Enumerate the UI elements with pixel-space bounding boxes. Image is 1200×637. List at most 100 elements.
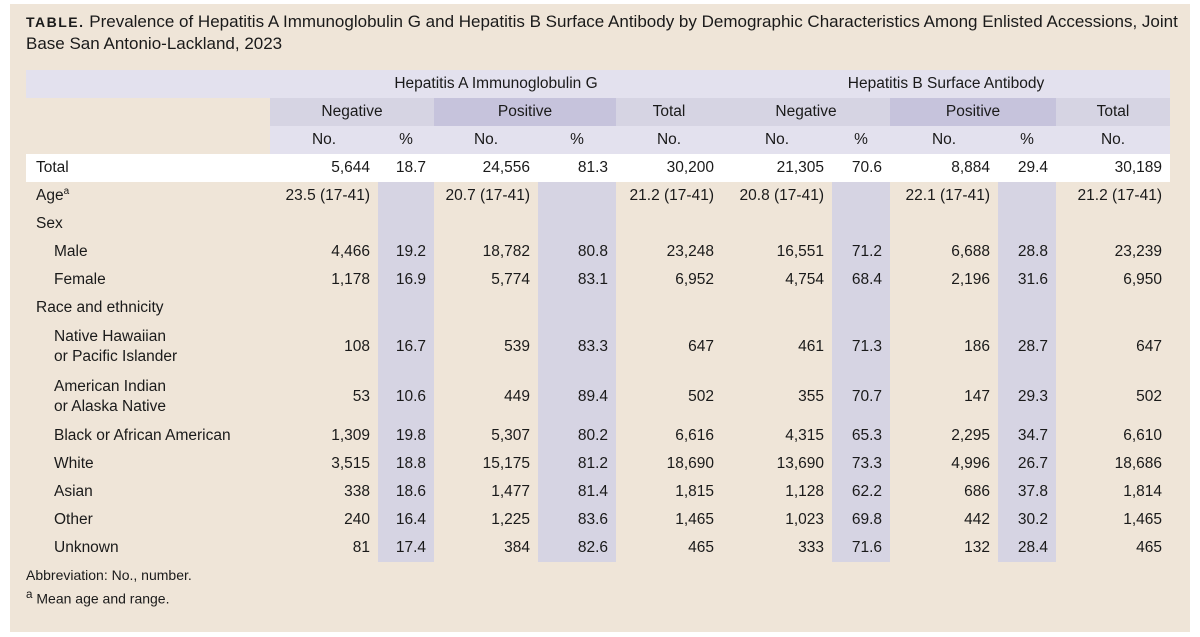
cell-a-pos-pct <box>538 294 616 322</box>
cell-a-neg-no: 53 <box>352 388 370 405</box>
cell-b-neg-pct: 70.6 <box>832 154 890 182</box>
cell-b-pos-pct: 37.8 <box>998 478 1056 506</box>
table-row: Total 5,644 18.7 24,556 81.3 30,200 21,305 70.6… <box>26 154 1170 182</box>
table-row: Female 1,178 16.9 5,774 83.1 6,952 4,754 68.4 2,… <box>26 266 1170 294</box>
cell-a-pos-pct: 81.3 <box>538 154 616 182</box>
cell-b-pos-pct: 26.7 <box>998 450 1056 478</box>
cell-a-pos-no: 449 <box>504 388 530 405</box>
data-table: Hepatitis A Immunoglobulin G Hepatitis B… <box>26 70 1170 562</box>
cell-a-pos-pct: 83.3 <box>538 322 616 372</box>
header-b-pos-no: No. <box>890 126 998 154</box>
cell-a-neg-no: 81 <box>352 539 370 556</box>
cell-b-pos-no: 22.1 (17-41) <box>905 187 990 204</box>
cell-b-pos-pct: 30.2 <box>998 506 1056 534</box>
header-hep-a: Hepatitis A Immunoglobulin G <box>270 70 722 98</box>
table-row: Male 4,466 19.2 18,782 80.8 23,248 16,551 71.2 6… <box>26 238 1170 266</box>
cell-b-pos-no: 2,295 <box>951 427 990 444</box>
cell-b-neg-pct: 68.4 <box>832 266 890 294</box>
header-b-negative: Negative <box>722 98 890 126</box>
header-row-groups: Hepatitis A Immunoglobulin G Hepatitis B… <box>26 70 1170 98</box>
row-label-text: Unknown <box>54 539 119 556</box>
cell-b-pos-no: 147 <box>964 388 990 405</box>
cell-a-neg-pct: 16.4 <box>378 506 434 534</box>
cell-b-neg-no: 16,551 <box>776 243 824 260</box>
cell-b-total: 21.2 (17-41) <box>1077 187 1162 204</box>
cell-a-neg-pct: 18.8 <box>378 450 434 478</box>
header-a-positive: Positive <box>434 98 616 126</box>
cell-b-pos-pct: 29.4 <box>998 154 1056 182</box>
table-row: Agea 23.5 (17-41) 20.7 (17-41) 21.2 (17-41)… <box>26 182 1170 210</box>
row-label: Native Hawaiian or Pacific Islander <box>26 322 270 372</box>
row-label-text: Race and ethnicity <box>36 299 164 316</box>
header-row-status: Negative Positive Total Negative Positiv… <box>26 98 1170 126</box>
cell-a-total: 6,952 <box>675 271 714 288</box>
cell-b-neg-no: 1,128 <box>785 483 824 500</box>
row-label-text-line2: or Pacific Islander <box>54 348 178 365</box>
cell-b-pos-pct: 29.3 <box>998 372 1056 422</box>
cell-b-neg-no: 461 <box>798 338 824 355</box>
row-label: White <box>26 450 270 478</box>
cell-a-pos-no: 384 <box>504 539 530 556</box>
cell-a-pos-pct: 83.1 <box>538 266 616 294</box>
cell-b-total: 6,610 <box>1123 427 1162 444</box>
row-label-text: Native Hawaiian <box>54 328 166 345</box>
table-row: White 3,515 18.8 15,175 81.2 18,690 13,690 73.3… <box>26 450 1170 478</box>
cell-a-neg-pct: 19.2 <box>378 238 434 266</box>
cell-a-neg-pct: 10.6 <box>378 372 434 422</box>
row-label: Black or African American <box>26 422 270 450</box>
row-label: Race and ethnicity <box>26 294 270 322</box>
row-label: Other <box>26 506 270 534</box>
table-row: Native Hawaiian or Pacific Islander 108 16.… <box>26 322 1170 372</box>
footnote-a: a Mean age and range. <box>26 586 169 608</box>
cell-a-pos-no: 1,477 <box>491 483 530 500</box>
row-label-text: Male <box>54 243 88 260</box>
title-lead: TABLE. <box>26 14 85 30</box>
cell-b-neg-no: 20.8 (17-41) <box>739 187 824 204</box>
cell-b-neg-pct <box>832 210 890 238</box>
cell-b-pos-no <box>890 294 998 322</box>
cell-a-pos-no: 1,225 <box>491 511 530 528</box>
table-row: Black or African American 1,309 19.8 5,307 8… <box>26 422 1170 450</box>
header-b-total: Total <box>1056 98 1170 126</box>
header-a-total: Total <box>616 98 722 126</box>
cell-a-pos-pct: 81.2 <box>538 450 616 478</box>
cell-a-neg-pct <box>378 294 434 322</box>
cell-a-neg-pct: 19.8 <box>378 422 434 450</box>
cell-b-pos-no <box>890 210 998 238</box>
cell-a-total: 502 <box>688 388 714 405</box>
cell-a-total: 23,248 <box>666 243 714 260</box>
header-hep-b: Hepatitis B Surface Antibody <box>722 70 1170 98</box>
row-label-text: White <box>54 455 94 472</box>
cell-b-total: 23,239 <box>1114 243 1162 260</box>
cell-a-total: 465 <box>688 539 714 556</box>
cell-b-neg-no: 333 <box>798 539 824 556</box>
table-row: American Indian or Alaska Native 53 10.6 449… <box>26 372 1170 422</box>
cell-a-pos-no <box>434 210 538 238</box>
cell-b-neg-pct: 71.3 <box>832 322 890 372</box>
cell-b-neg-no <box>722 294 832 322</box>
row-label-text-line2: or Alaska Native <box>54 398 166 415</box>
cell-a-pos-pct: 89.4 <box>538 372 616 422</box>
cell-b-neg-pct: 69.8 <box>832 506 890 534</box>
cell-a-pos-pct: 80.2 <box>538 422 616 450</box>
table-row: Sex <box>26 210 1170 238</box>
cell-a-total <box>616 294 722 322</box>
row-label: Male <box>26 238 270 266</box>
cell-a-total <box>616 210 722 238</box>
cell-b-pos-no: 4,996 <box>951 455 990 472</box>
cell-a-pos-no: 20.7 (17-41) <box>445 187 530 204</box>
header-b-neg-no: No. <box>722 126 832 154</box>
cell-b-neg-no <box>722 210 832 238</box>
row-label: Unknown <box>26 534 270 562</box>
cell-b-pos-no: 6,688 <box>951 243 990 260</box>
cell-a-neg-no: 1,178 <box>331 271 370 288</box>
cell-b-total: 647 <box>1136 338 1162 355</box>
cell-a-pos-no: 5,307 <box>491 427 530 444</box>
cell-b-total <box>1056 210 1170 238</box>
table-title: TABLE. Prevalence of Hepatitis A Immunog… <box>26 11 1184 54</box>
cell-b-total: 465 <box>1136 539 1162 556</box>
cell-b-total: 30,189 <box>1056 154 1170 182</box>
cell-b-total: 1,814 <box>1123 483 1162 500</box>
cell-a-neg-pct: 16.9 <box>378 266 434 294</box>
header-b-neg-pct: % <box>832 126 890 154</box>
